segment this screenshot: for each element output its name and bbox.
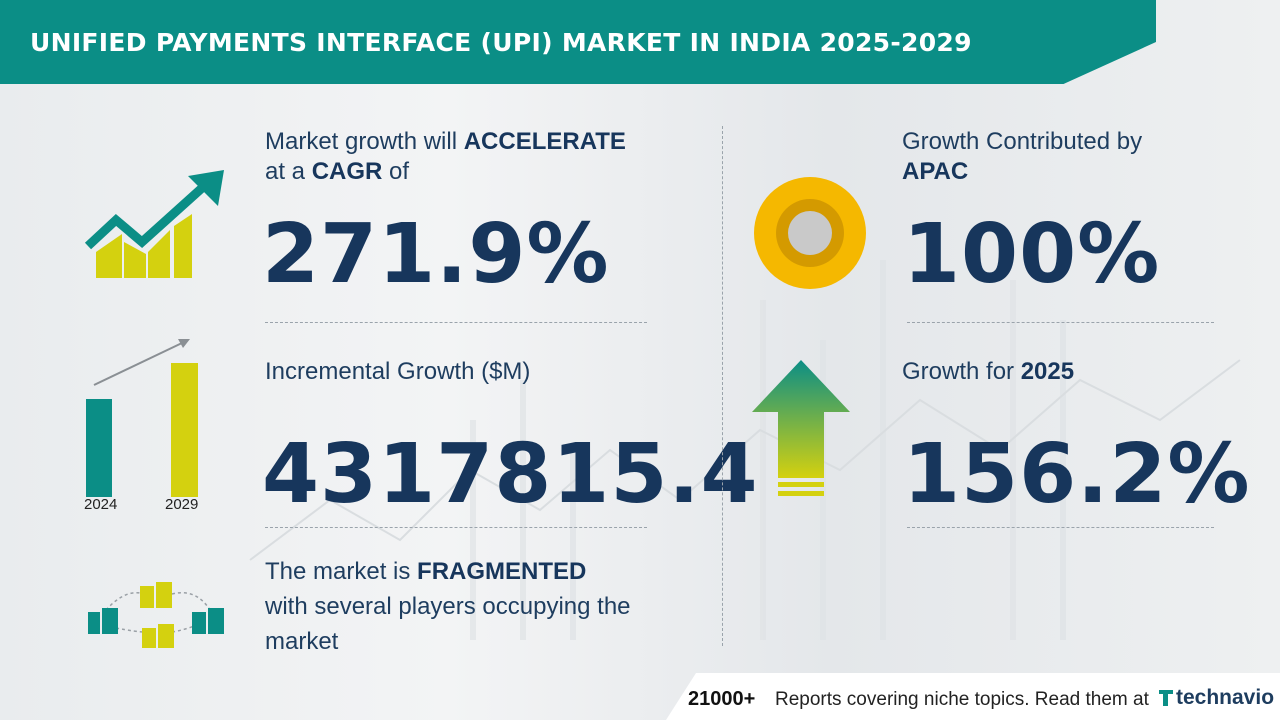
cagr-label: CAGR <box>311 158 383 185</box>
report-count: 21000+ <box>688 688 756 710</box>
divider-right-1 <box>907 322 1214 323</box>
header-banner <box>0 0 1156 84</box>
technavio-logo-icon <box>1159 690 1173 706</box>
bar-growth-icon <box>86 339 198 497</box>
yoy-label: Growth for 2025 <box>902 357 1074 387</box>
divider-left-2 <box>265 527 647 528</box>
yoy-value: 156.2% <box>903 427 1251 522</box>
region-label: Growth Contributed by <box>902 128 1143 155</box>
footer-bar <box>666 673 1280 720</box>
cagr-line-2-text: at a <box>265 158 312 185</box>
cagr-line-2: at a CAGR of <box>265 157 409 187</box>
year-start-label: 2024 <box>84 496 118 513</box>
accelerate-label: ACCELERATE <box>463 128 626 155</box>
vertical-divider <box>722 126 723 646</box>
year-end-label: 2029 <box>165 496 199 513</box>
fragmented-line-1: The market is FRAGMENTED <box>265 557 586 587</box>
incremental-growth-value: 4317815.4 <box>262 427 759 522</box>
cagr-value: 271.9% <box>262 207 610 302</box>
fragmented-text: The market is <box>265 558 418 585</box>
divider-right-2 <box>907 527 1214 528</box>
yoy-year: 2025 <box>1020 358 1075 385</box>
fragmented-line-2: with several players occupying the <box>265 593 631 620</box>
region-name: APAC <box>902 158 969 185</box>
yoy-label-text: Growth for <box>902 358 1021 385</box>
page-title: UNIFIED PAYMENTS INTERFACE (UPI) MARKET … <box>30 28 972 57</box>
donut-icon <box>754 177 866 289</box>
footer-text: Reports covering niche topics. Read them… <box>775 689 1149 710</box>
up-arrow-icon <box>752 360 850 496</box>
technavio-link[interactable]: technavio <box>1176 686 1275 709</box>
growth-chart-icon <box>84 170 224 278</box>
region-value: 100% <box>903 207 1161 302</box>
cagr-of-text: of <box>382 158 410 185</box>
cagr-line-1: Market growth will ACCELERATE <box>265 127 626 157</box>
fragmented-line-3: market <box>265 628 339 655</box>
cagr-line-1-text: Market growth will <box>265 128 464 155</box>
buildings-network-icon <box>88 582 224 648</box>
fragmented-label: FRAGMENTED <box>417 558 587 585</box>
divider-left-1 <box>265 322 647 323</box>
incremental-growth-label: Incremental Growth ($M) <box>265 358 531 385</box>
